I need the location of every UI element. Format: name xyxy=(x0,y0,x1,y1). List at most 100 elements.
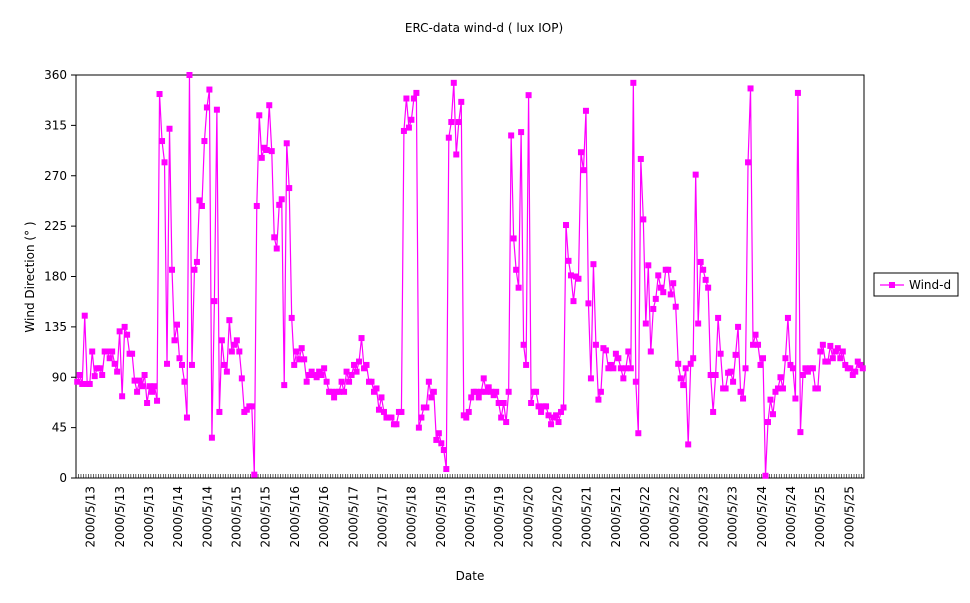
data-point xyxy=(837,355,844,362)
x-tick-label: 2000/5/20 xyxy=(521,486,535,548)
data-point xyxy=(745,159,752,166)
data-point xyxy=(321,365,328,372)
data-point xyxy=(458,98,465,105)
data-point xyxy=(515,284,522,291)
data-point xyxy=(857,361,864,368)
data-point xyxy=(580,167,587,174)
x-tick-label: 2000/5/23 xyxy=(726,486,740,548)
data-point xyxy=(169,266,176,273)
data-point xyxy=(348,372,355,379)
data-point xyxy=(216,408,223,415)
data-point xyxy=(413,89,420,96)
data-point xyxy=(625,348,632,355)
data-point xyxy=(513,266,520,273)
data-point xyxy=(508,132,515,139)
data-point xyxy=(595,396,602,403)
data-point xyxy=(114,368,121,375)
data-point xyxy=(400,127,407,134)
data-point xyxy=(208,434,215,441)
data-point xyxy=(206,86,213,93)
data-point xyxy=(318,372,325,379)
data-point xyxy=(223,368,230,375)
data-point xyxy=(642,320,649,327)
data-point xyxy=(747,85,754,92)
data-point xyxy=(468,394,475,401)
data-point xyxy=(353,368,360,375)
x-tick-label: 2000/5/13 xyxy=(113,486,127,548)
data-point xyxy=(607,361,614,368)
data-point xyxy=(675,360,682,367)
data-point xyxy=(281,382,288,389)
data-point xyxy=(453,151,460,158)
data-point xyxy=(228,348,235,355)
data-point xyxy=(760,355,767,362)
data-point xyxy=(859,365,866,372)
data-point xyxy=(361,365,368,372)
data-point xyxy=(378,394,385,401)
data-point xyxy=(677,375,684,382)
data-point xyxy=(528,400,535,406)
x-tick-label: 2000/5/24 xyxy=(755,486,769,548)
data-point xyxy=(587,375,594,382)
legend[interactable]: Wind-d xyxy=(873,272,959,297)
data-point xyxy=(854,358,861,365)
data-point xyxy=(338,378,345,385)
data-point xyxy=(74,378,81,385)
x-tick-label: 2000/5/19 xyxy=(463,486,477,548)
data-point xyxy=(710,408,717,415)
data-point xyxy=(154,397,161,404)
data-point xyxy=(700,266,707,273)
data-point xyxy=(171,337,178,344)
x-tick-label: 2000/5/24 xyxy=(784,486,798,548)
data-point xyxy=(373,385,380,392)
data-point xyxy=(582,107,589,114)
data-point xyxy=(794,89,801,96)
data-point xyxy=(358,335,365,342)
data-point xyxy=(682,365,689,372)
data-point xyxy=(755,341,762,348)
data-point xyxy=(627,365,634,372)
data-point xyxy=(493,388,500,395)
data-point xyxy=(341,388,348,395)
y-axis-label: Wind Direction (° ) xyxy=(23,221,37,332)
data-point xyxy=(647,348,654,355)
data-point xyxy=(99,372,106,379)
data-point xyxy=(144,400,151,406)
data-point xyxy=(296,356,303,363)
x-tick-label: 2000/5/25 xyxy=(842,486,856,548)
data-point xyxy=(183,414,190,421)
data-point xyxy=(231,341,238,348)
data-point xyxy=(750,341,757,348)
data-point xyxy=(727,368,734,375)
data-point xyxy=(375,406,382,413)
data-point xyxy=(555,419,562,426)
data-point xyxy=(665,266,672,273)
data-point xyxy=(585,300,592,307)
data-point xyxy=(243,406,250,413)
y-tick-label: 45 xyxy=(52,421,67,435)
x-tick-label: 2000/5/21 xyxy=(580,486,594,548)
data-point xyxy=(121,323,128,330)
data-point xyxy=(276,201,283,208)
x-tick-label: 2000/5/13 xyxy=(142,486,156,548)
x-tick-label: 2000/5/18 xyxy=(434,486,448,548)
data-point xyxy=(438,440,445,447)
data-point xyxy=(824,358,831,365)
data-point xyxy=(797,429,804,436)
data-point xyxy=(119,393,126,400)
data-point xyxy=(685,441,692,448)
data-point xyxy=(201,138,208,145)
data-point xyxy=(799,372,806,379)
data-point xyxy=(832,348,839,355)
data-point xyxy=(423,404,430,411)
data-point xyxy=(839,348,846,355)
data-point xyxy=(705,284,712,291)
data-point xyxy=(672,303,679,310)
data-point xyxy=(774,385,781,392)
data-point xyxy=(764,419,771,426)
data-point xyxy=(650,305,657,312)
data-point xyxy=(680,382,687,389)
data-point xyxy=(465,408,472,415)
data-point xyxy=(814,385,821,392)
y-tick-label: 180 xyxy=(44,270,67,284)
